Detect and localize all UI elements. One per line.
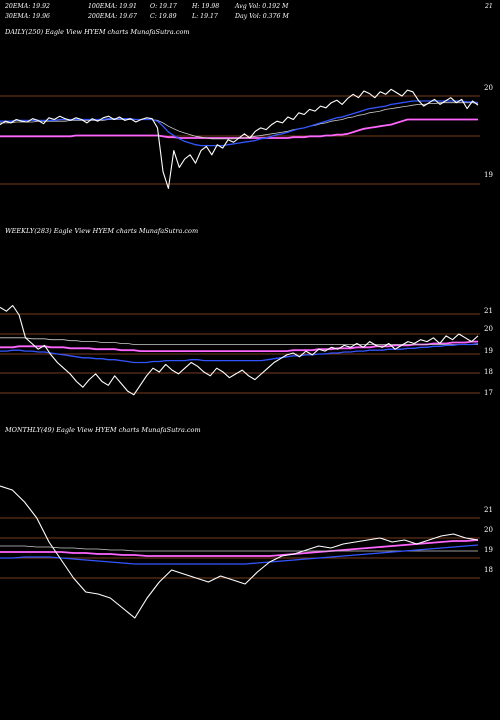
monthly-tick-20: 20: [484, 526, 493, 534]
ema-long-line: [0, 118, 478, 139]
weekly-tick-17: 17: [484, 389, 493, 397]
ema-long-line: [0, 539, 479, 557]
daily-panel-title: DAILY(250) Eagle View HYEM charts Munafa…: [5, 28, 190, 36]
day-volume-readout: Day Vol: 0.376 M: [235, 13, 289, 20]
daily-tick-19: 19: [484, 171, 493, 179]
weekly-chart: [0, 304, 480, 396]
ema30-readout: 30EMA: 19.96: [5, 13, 50, 20]
low-readout: L: 19.17: [192, 13, 218, 20]
ema100-readout: 100EMA: 19.91: [88, 3, 137, 10]
monthly-panel-title: MONTHLY(49) Eagle View HYEM charts Munaf…: [5, 426, 201, 434]
ema200-readout: 200EMA: 19.67: [88, 13, 137, 20]
daily-tick-20: 20: [484, 84, 493, 92]
ema-short-line: [0, 342, 479, 364]
ema-short-line: [0, 544, 479, 565]
weekly-tick-20: 20: [484, 325, 493, 333]
price-line: [0, 304, 479, 396]
daily-chart: [0, 88, 480, 189]
monthly-tick-19: 19: [484, 546, 493, 554]
price-line: [0, 485, 479, 619]
avg-volume-readout: Avg Vol: 0.192 M: [235, 3, 289, 10]
monthly-tick-21: 21: [484, 506, 493, 514]
open-readout: O: 19.17: [150, 3, 177, 10]
price-line: [0, 88, 479, 189]
high-readout: H: 19.98: [192, 3, 220, 10]
weekly-tick-21: 21: [484, 307, 493, 315]
weekly-panel-title: WEEKLY(283) Eagle View HYEM charts Munaf…: [5, 227, 199, 235]
weekly-tick-18: 18: [484, 368, 493, 376]
ema-long-line: [0, 340, 478, 352]
weekly-tick-19: 19: [484, 347, 493, 355]
monthly-tick-18: 18: [484, 566, 493, 574]
monthly-chart: [0, 485, 480, 619]
top-right-value: 21: [485, 3, 493, 10]
ema-mid-line: [0, 337, 478, 345]
ema-short-line: [0, 100, 479, 147]
ema20-readout: 20EMA: 19.92: [5, 3, 50, 10]
close-readout: C: 19.89: [150, 13, 177, 20]
